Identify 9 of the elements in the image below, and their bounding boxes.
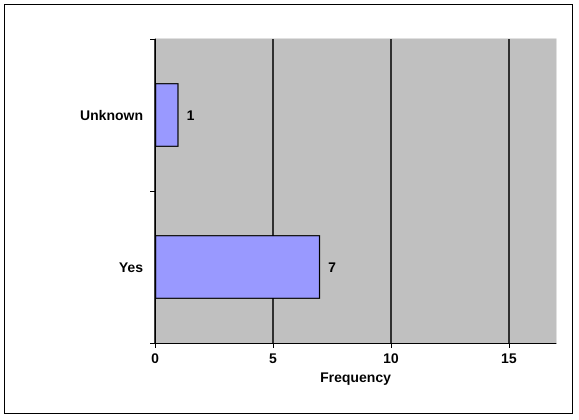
x-tick-label: 10 <box>383 350 399 366</box>
y-tick-label: Yes <box>118 259 144 275</box>
y-tick-label: Unknown <box>80 107 143 123</box>
x-tick-label: 0 <box>151 350 160 366</box>
data-label: 1 <box>186 107 195 123</box>
x-axis-title: Frequency <box>320 368 392 385</box>
x-tick-label: 15 <box>501 350 517 366</box>
data-label: 7 <box>328 259 336 275</box>
x-tick-label: 5 <box>269 350 278 366</box>
